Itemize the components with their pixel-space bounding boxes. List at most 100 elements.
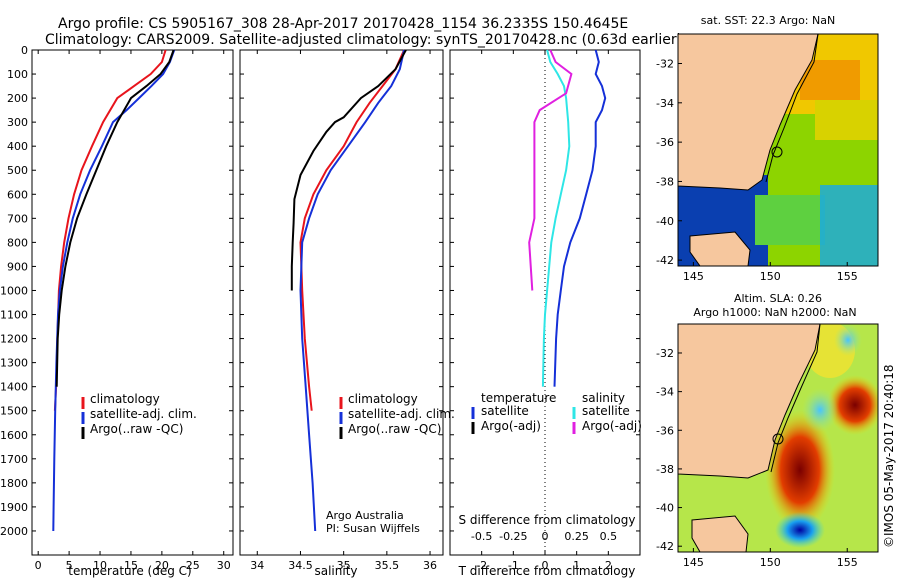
x-top-tick-label: 0.25: [564, 530, 589, 543]
legend-title-temperature: temperature: [481, 391, 556, 405]
map-x-tick-label: 155: [837, 270, 858, 283]
y-tick-label: 2000: [0, 525, 28, 538]
y-tick-label: 1100: [0, 309, 28, 322]
sla-map-title-1: Altim. SLA: 0.26: [734, 292, 822, 305]
salinity-panel: 34 34.5 35 35.5 36: [239, 49, 444, 572]
sst-argo-marker: [771, 146, 783, 158]
sla-low-anomaly-3: [834, 324, 862, 356]
salinity-legend: climatology satellite-adj. clim. Argo(..…: [326, 392, 455, 535]
y-tick-label: 700: [7, 212, 28, 225]
series-line-temperature-satellite: [553, 49, 607, 387]
annotation-line-1: Argo Australia: [326, 509, 404, 522]
x-tick-label: 20: [155, 559, 169, 572]
series-line-argo-raw-qc-: [290, 49, 407, 291]
difference-legend: temperature salinity satellite Argo(-adj…: [471, 391, 642, 434]
legend-label-satellite: satellite-adj. clim.: [348, 407, 455, 421]
annotation-line-2: PI: Susan Wijffels: [326, 522, 420, 535]
y-tick-label: 1000: [0, 284, 28, 297]
plot-frame: [239, 49, 444, 556]
x-top-tick-label: -0.5: [471, 530, 492, 543]
legend-label-satellite: satellite-adj. clim.: [90, 407, 197, 421]
y-tick-label: 1600: [0, 429, 28, 442]
sst-yellow-band: [815, 100, 878, 140]
imos-credit: ©IMOS 05-May-2017 20:40:18: [882, 364, 896, 548]
x-tick-label: 0: [35, 559, 42, 572]
series-line-satellite-adj-clim-: [52, 49, 176, 532]
sst-warm-core: [800, 60, 860, 100]
sst-frame: [677, 33, 879, 267]
map-y-tick-label: -42: [656, 254, 674, 267]
difference-panel: -2 -1 0 1 2 -0.5 -0.25 0 0.25 0.5: [449, 49, 641, 572]
series-line-salinity-argo-adj-: [528, 49, 573, 291]
map-x-tick-label: 155: [837, 556, 858, 569]
sst-cool-patch: [820, 185, 878, 266]
x-tick-label: 5: [66, 559, 73, 572]
series-line-argo-raw-qc-: [55, 49, 175, 387]
series-line-salinity-satellite: [541, 49, 571, 387]
y-tick-label: 100: [7, 68, 28, 81]
x-tick-label: 2: [605, 559, 612, 572]
y-tick-label: 1500: [0, 405, 28, 418]
x-tick-label: 35: [337, 559, 351, 572]
plot-frame: [31, 49, 234, 556]
legend-label-climatology: climatology: [348, 392, 418, 406]
map-y-tick-label: -32: [656, 347, 674, 360]
series-line-climatology: [53, 49, 167, 411]
sla-argo-marker: [772, 433, 784, 445]
legend-label-s-satellite: satellite: [582, 404, 630, 418]
y-tick-label: 1400: [0, 381, 28, 394]
sst-map: [677, 33, 879, 267]
legend-label-t-argo: Argo(-adj): [481, 419, 541, 433]
x-tick-label: 15: [124, 559, 138, 572]
x-top-tick-label: 0: [542, 530, 549, 543]
sla-isobath: [770, 324, 821, 473]
sst-land-tasmania: [689, 231, 751, 266]
x-tick-label: 36: [423, 559, 437, 572]
sla-frame: [677, 323, 879, 553]
x-tick-label: 30: [217, 559, 231, 572]
series-line-climatology: [299, 49, 406, 411]
map-x-tick-label: 145: [683, 556, 704, 569]
y-tick-label: 300: [7, 116, 28, 129]
sst-isobath: [765, 34, 819, 183]
map-y-tick-label: -42: [656, 540, 674, 553]
salinity-xlabel: salinity: [314, 564, 357, 578]
x-tick-label: 34.5: [288, 559, 313, 572]
temperature-panel: 0100200300400500600700800900100011001200…: [0, 44, 234, 572]
x-tick-label: -1: [508, 559, 519, 572]
x-tick-label: 35.5: [375, 559, 400, 572]
y-tick-label: 200: [7, 92, 28, 105]
y-tick-label: 1200: [0, 333, 28, 346]
sst-mixed-region: [755, 195, 825, 245]
map-x-tick-label: 150: [760, 270, 781, 283]
legend-title-salinity: salinity: [582, 391, 625, 405]
x-tick-label: 1: [573, 559, 580, 572]
temperature-legend: climatology satellite-adj. clim. Argo(..…: [81, 392, 197, 439]
map-x-tick-label: 145: [683, 270, 704, 283]
x-tick-label: -2: [476, 559, 487, 572]
sst-land-mainland: [678, 34, 819, 191]
legend-label-argo: Argo(..raw -QC): [348, 422, 441, 436]
legend-label-argo: Argo(..raw -QC): [90, 422, 183, 436]
header-line-2: Climatology: CARS2009. Satellite-adjuste…: [45, 32, 682, 48]
legend-label-s-argo: Argo(-adj): [582, 419, 642, 433]
y-tick-label: 1300: [0, 357, 28, 370]
map-y-tick-label: -38: [656, 175, 674, 188]
map-y-tick-label: -32: [656, 57, 674, 70]
map-y-tick-label: -40: [656, 502, 674, 515]
y-tick-label: 1900: [0, 501, 28, 514]
x-tick-label: 25: [186, 559, 200, 572]
map-y-tick-label: -40: [656, 215, 674, 228]
map-y-tick-label: -36: [656, 136, 674, 149]
difference-xlabel: T difference from climatology: [458, 564, 636, 578]
sla-low-anomaly-2: [775, 512, 825, 548]
header-line-1: Argo profile: CS 5905167_308 28-Apr-2017…: [58, 16, 628, 32]
sla-land-tasmania: [691, 515, 749, 552]
y-tick-label: 1700: [0, 453, 28, 466]
sla-map: [677, 323, 879, 553]
sst-map-title: sat. SST: 22.3 Argo: NaN: [701, 14, 835, 27]
x-top-tick-label: -0.25: [499, 530, 527, 543]
y-tick-label: 1800: [0, 477, 28, 490]
y-tick-label: 0: [21, 44, 28, 57]
sla-low-anomaly-1: [802, 388, 838, 432]
